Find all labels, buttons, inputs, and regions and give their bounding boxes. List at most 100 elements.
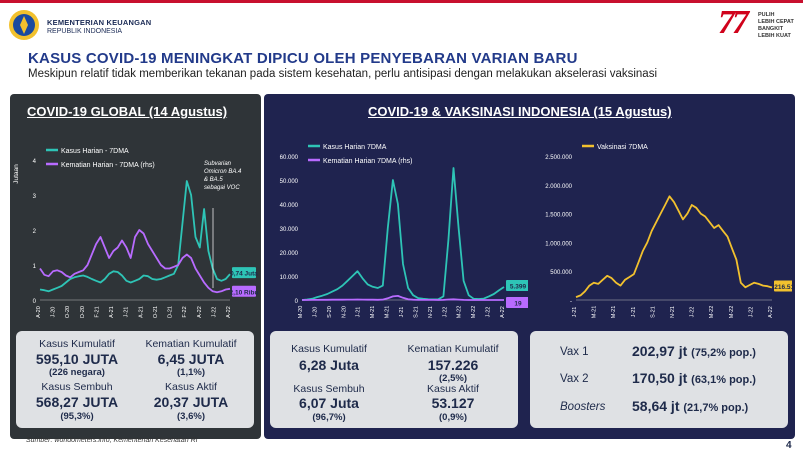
y-tick-label: 2 — [33, 229, 37, 235]
y-tick-label: 3 — [33, 194, 37, 200]
x-tick-label: A-22 — [197, 306, 203, 318]
x-tick-label: D-20 — [80, 306, 86, 318]
indonesia-stats-box: Kasus Kumulatif 6,28 Juta Kematian Kumul… — [270, 331, 518, 428]
brand-line-4: LEBIH KUAT — [758, 33, 791, 39]
x-tick-label: J-22 — [486, 307, 492, 318]
x-tick-label: N-21 — [670, 306, 676, 318]
y-tick-label: 30.000 — [280, 227, 299, 233]
vax-value: 202,97 jt (75,2% pop.) — [632, 343, 756, 359]
stat-label: Kasus Kumulatif — [39, 338, 115, 350]
anniversary-brand: 77 PULIH LEBIH CEPAT BANGKIT LEBIH KUAT — [718, 4, 798, 42]
x-tick-label: M-22 — [457, 306, 463, 319]
legend-label-0: Kasus Harian - 7DMA — [61, 148, 129, 155]
indonesia-cases-chart: 0 10.000 20.000 30.000 40.000 50.000 60.000 M-2… — [280, 144, 528, 319]
y-tick-label: 2.000.000 — [545, 184, 572, 190]
end-label-box-0 — [232, 267, 256, 279]
vax-value: 58,64 jt (21,7% pop.) — [632, 398, 749, 414]
y-tick-label: - — [570, 299, 572, 305]
x-tick-label: J-22 — [211, 307, 217, 318]
x-tick-label: D-21 — [168, 306, 174, 318]
end-label-box-0 — [506, 280, 528, 292]
legend-label-0: Vaksinasi 7DMA — [597, 144, 648, 151]
global-stats-box: Kasus Kumulatif 595,10 JUTA (226 negara)… — [16, 331, 254, 428]
vax-label: Vax 2 — [560, 373, 589, 385]
end-label-0: 0,74 Juta — [230, 271, 258, 278]
y-tick-label: 20.000 — [280, 251, 299, 257]
series-line-1 — [39, 229, 231, 294]
stat-value: 6,07 Juta — [299, 395, 359, 411]
vax-label: Boosters — [560, 401, 606, 413]
global-chart: 0 1 2 3 4 A-20 J-20 O-20 D-20 F-21 A-21 J-21 A-21 O-2… — [13, 148, 258, 318]
stat-value: 595,10 JUTA — [35, 351, 119, 367]
brand-number: 77 — [718, 4, 749, 41]
stat-label: Kasus Aktif — [427, 383, 479, 395]
stat-value: 6,28 Juta — [299, 357, 359, 373]
stat-sub: (226 negara) — [49, 367, 105, 378]
x-tick-label: N-20 — [341, 306, 347, 318]
stat-value: 20,37 JUTA — [153, 394, 229, 410]
indonesia-panel-title: COVID-19 & VAKSINASI INDONESIA (15 Agust… — [368, 104, 672, 119]
end-label-0: 5.399 — [510, 284, 527, 291]
x-tick-label: J-22 — [690, 307, 696, 318]
vax-label: Vax 1 — [560, 346, 589, 358]
org-country: REPUBLIK INDONESIA — [47, 28, 123, 35]
stat-label: Kasus Sembuh — [293, 383, 365, 395]
stat-sub: (95,3%) — [60, 411, 94, 422]
kemenkeu-logo-icon — [9, 10, 39, 40]
stat-sub: (96,7%) — [312, 412, 346, 423]
vaccination-stats-box: Vax 1 202,97 jt (75,2% pop.) Vax 2 170,5… — [530, 331, 788, 428]
stat-sub: (1,1%) — [177, 367, 205, 378]
stat-value: 157.226 — [427, 357, 479, 373]
annotation-text: sebagai VOC — [204, 185, 240, 191]
annotation-text: & BA.5 — [204, 177, 223, 183]
y-axis-label: Jutaan — [13, 164, 20, 184]
x-tick-label: F-21 — [94, 306, 100, 317]
x-tick-label: F-22 — [182, 306, 188, 317]
y-tick-label: 1.500.000 — [545, 213, 572, 219]
annotation-text: Subvarian — [204, 161, 232, 167]
y-tick-label: 50.000 — [280, 179, 299, 185]
y-tick-label: 1.000.000 — [545, 241, 572, 247]
indonesia-vaccination-chart: - 500.000 1.000.000 1.500.000 2.000.000 2.500… — [545, 144, 792, 319]
stat-sub: (0,9%) — [439, 412, 467, 423]
y-tick-label: 40.000 — [280, 203, 299, 209]
vax-value: 170,50 jt (63,1% pop.) — [632, 370, 756, 386]
y-tick-label: 2.500.000 — [545, 155, 572, 161]
legend-label-0: Kasus Harian 7DMA — [323, 144, 387, 151]
x-tick-label: M-22 — [709, 306, 715, 319]
y-tick-label: 4 — [33, 159, 37, 165]
x-tick-label: N-21 — [428, 306, 434, 318]
brand-line-3: BANGKIT — [758, 26, 784, 32]
source-note: Sumber: worldometers.info, Kementerian K… — [26, 437, 198, 444]
x-tick-label: O-20 — [65, 306, 71, 318]
end-label-box-1 — [232, 285, 256, 297]
x-tick-label: J-21 — [631, 307, 637, 318]
org-name: KEMENTERIAN KEUANGAN — [47, 18, 152, 27]
x-tick-label: S-21 — [650, 306, 656, 318]
stat-value: 53.127 — [431, 395, 475, 411]
y-tick-label: 500.000 — [550, 270, 572, 276]
brand-line-1: PULIH — [758, 12, 775, 18]
series-line-0 — [39, 180, 231, 293]
stat-label: Kasus Sembuh — [41, 381, 113, 393]
end-label-box-0 — [774, 280, 792, 292]
x-tick-label: A-20 — [36, 306, 42, 318]
stat-sub: (2,5%) — [439, 373, 467, 384]
stat-value: 6,45 JUTA — [157, 351, 225, 367]
x-tick-label: M-21 — [370, 306, 376, 319]
x-tick-label: M-21 — [592, 306, 598, 319]
page-title: KASUS COVID-19 MENINGKAT DIPICU OLEH PEN… — [28, 50, 578, 67]
x-tick-label: J-22 — [748, 307, 754, 318]
stat-label: Kasus Aktif — [165, 381, 217, 393]
y-tick-label: 0 — [33, 299, 37, 305]
x-tick-label: A-22 — [500, 306, 506, 318]
x-tick-label: J-21 — [399, 307, 405, 318]
x-tick-label: O-21 — [153, 306, 159, 318]
y-tick-label: 0 — [295, 299, 299, 305]
y-tick-label: 1 — [33, 264, 37, 270]
x-tick-label: M-21 — [385, 306, 391, 319]
global-panel-title: COVID-19 GLOBAL (14 Agustus) — [27, 104, 228, 119]
end-label-0: 216.518 — [774, 284, 792, 291]
legend-label-1: Kematian Harian - 7DMA (rhs) — [61, 162, 155, 169]
x-tick-label: J-21 — [124, 307, 130, 318]
